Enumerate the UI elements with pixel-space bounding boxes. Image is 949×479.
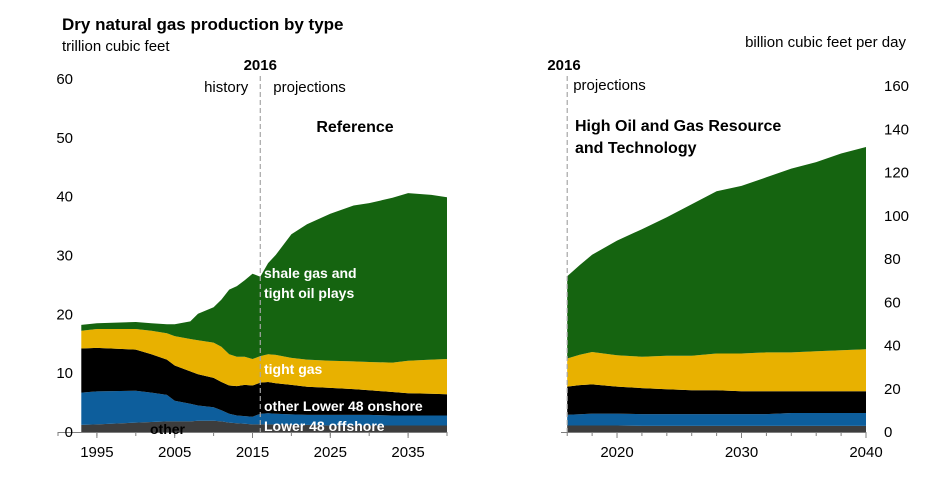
reference-x-tick-label: 2025 (314, 444, 347, 461)
high-resource-y-tick-label: 80 (884, 251, 901, 268)
reference-y-tick-label: 0 (65, 424, 73, 441)
reference-area-shale-gas (81, 193, 448, 363)
reference-x-tick-label: 1995 (80, 444, 113, 461)
reference-y-tick-label: 60 (56, 71, 73, 88)
reference-y-tick-label: 50 (56, 130, 73, 147)
high-resource-y-tick-label: 120 (884, 165, 909, 182)
high-resource-divider-year: 2016 (547, 57, 580, 74)
right-unit-label: billion cubic feet per day (745, 34, 906, 51)
high-resource-projections-label: projections (573, 77, 646, 94)
reference-y-tick-label: 30 (56, 248, 73, 265)
high-resource-area-shale-gas (567, 147, 866, 359)
reference-panel: 1995 2005 2015 2025 2035 0 10 20 30 40 50 60 2016 h… (56, 57, 448, 461)
reference-history-label: history (204, 79, 249, 96)
high-resource-y-tick-label: 60 (884, 294, 901, 311)
high-resource-labels: 2016 projections High Oil and Gas Resour… (547, 57, 781, 157)
reference-area-other (81, 420, 448, 432)
reference-y-tick-label: 20 (56, 306, 73, 323)
reference-series-label-other: other (150, 421, 186, 437)
high-resource-x-tick-label: 2020 (600, 444, 633, 461)
high-resource-area-lower48-offshore (567, 413, 866, 426)
high-resource-y-tick-label: 100 (884, 208, 909, 225)
reference-series-labels: 2016 history projections Reference other… (150, 57, 423, 437)
reference-series-label-other-lower48-onshore: other Lower 48 onshore (264, 398, 423, 414)
high-resource-y-tick-label: 40 (884, 338, 901, 355)
high-resource-panel-title: High Oil and Gas Resource and Technology (575, 118, 781, 157)
chart-title: Dry natural gas production by type (62, 15, 344, 34)
high-resource-x-tick-label: 2030 (725, 444, 758, 461)
reference-series-label-shale-gas: shale gas and tight oil plays (264, 265, 357, 301)
reference-divider-year: 2016 (244, 57, 277, 74)
reference-projections-label: projections (273, 79, 346, 96)
reference-area-other-lower48-onshore (81, 347, 448, 417)
high-resource-area-other (567, 425, 866, 432)
high-resource-y-tick-label: 160 (884, 78, 909, 95)
left-unit-label: trillion cubic feet (62, 38, 170, 55)
reference-x-tick-label: 2015 (236, 444, 269, 461)
reference-series-label-lower48-offshore: Lower 48 offshore (264, 418, 385, 434)
high-resource-x-tick-label: 2040 (849, 444, 882, 461)
high-resource-y-tick-label: 0 (884, 424, 892, 441)
reference-area-lower48-offshore (81, 390, 448, 426)
high-resource-area-other-lower48-onshore (567, 384, 866, 415)
reference-x-tick-label: 2005 (158, 444, 191, 461)
reference-axis: 1995 2005 2015 2025 2035 0 10 20 30 40 50 60 (56, 71, 448, 461)
reference-y-tick-label: 10 (56, 365, 73, 382)
reference-area-tight-gas (81, 329, 448, 395)
reference-area-series (81, 193, 448, 432)
high-resource-y-tick-label: 20 (884, 381, 901, 398)
reference-y-tick-label: 40 (56, 189, 73, 206)
high-resource-area-tight-gas (567, 349, 866, 392)
high-resource-y-tick-label: 140 (884, 121, 909, 138)
reference-series-label-tight-gas: tight gas (264, 361, 323, 377)
high-resource-area-series (567, 147, 866, 432)
reference-panel-title: Reference (316, 119, 393, 136)
reference-x-tick-label: 2035 (391, 444, 424, 461)
